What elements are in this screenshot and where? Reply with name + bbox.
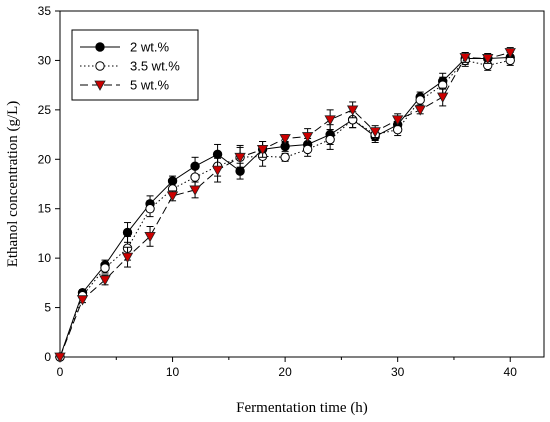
data-point [76,295,89,306]
data-point [301,132,314,143]
y-tick-label: 30 [38,53,52,67]
legend-label: 3.5 wt.% [130,59,180,74]
y-axis-label: Ethanol concentration (g/L) [5,101,21,268]
data-point [325,134,335,145]
data-point [122,227,133,238]
x-tick-label: 40 [504,365,518,379]
data-point [414,105,426,116]
data-point [415,95,425,105]
x-tick-label: 20 [278,365,292,379]
series-2 [54,47,516,363]
y-tick-label: 0 [44,350,51,364]
legend: 2 wt.% 3.5 wt.% 5 wt.% [71,29,199,101]
data-point [369,127,381,138]
y-tick-label: 20 [38,152,52,166]
legend-box [71,29,199,101]
data-point [391,115,404,126]
data-point [346,105,359,116]
y-tick-label: 15 [38,202,52,216]
x-tick-label: 10 [166,365,180,379]
data-point [459,53,471,64]
data-point [279,134,291,145]
legend-marker [95,61,105,71]
data-point [190,172,200,182]
data-point [482,54,494,65]
data-point [280,152,290,163]
data-point [54,352,66,363]
data-point [211,165,224,176]
plot-area: 0 10 20 30 40 0 5 10 15 20 25 30 35 [38,4,545,379]
y-tick-label: 5 [44,301,51,315]
x-tick-label: 30 [391,365,405,379]
plot-frame [59,10,545,358]
x-tick-label: 0 [57,365,64,379]
data-point [302,144,313,155]
legend-marker [94,80,106,91]
data-point [504,48,516,59]
legend-marker [95,42,105,52]
x-axis-label: Fermentation time (h) [236,400,368,416]
data-point [324,115,336,126]
data-point [392,124,403,135]
data-point [99,275,111,286]
data-point [166,191,179,202]
legend-label: 2 wt.% [130,40,169,55]
legend-label: 5 wt.% [130,78,169,93]
y-tick-label: 10 [38,251,52,265]
data-point [100,263,110,273]
y-tick-label: 25 [38,103,52,117]
data-point [121,252,134,263]
data-point [189,185,201,196]
data-point [145,204,155,214]
data-point [234,152,246,164]
data-point [144,231,156,243]
y-tick-label: 35 [38,4,52,18]
data-point [256,144,269,156]
data-point [437,92,449,103]
